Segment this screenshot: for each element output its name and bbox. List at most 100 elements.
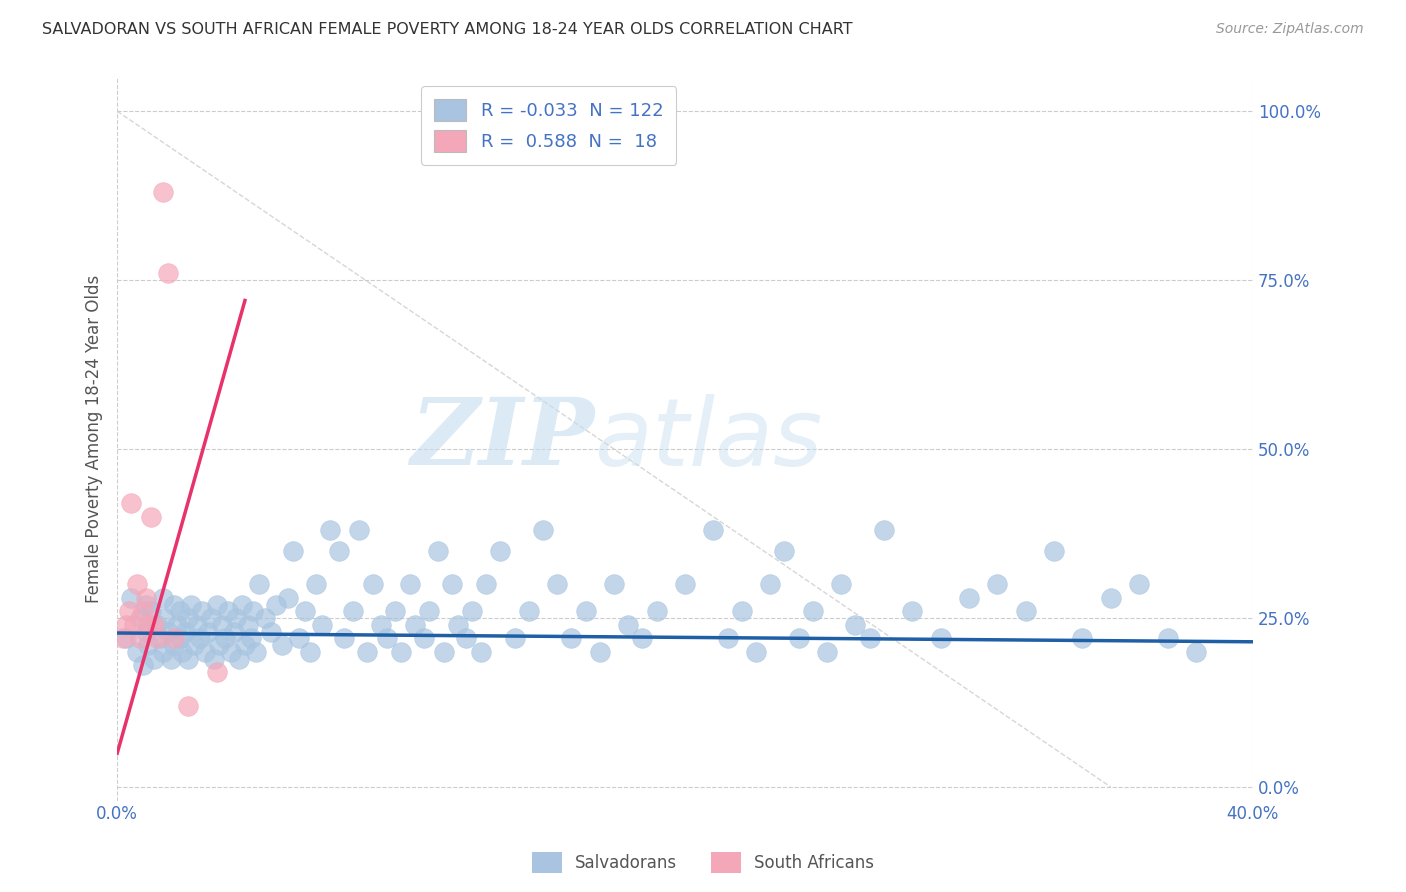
- Point: [114, 618, 136, 632]
- Point: [186, 618, 208, 632]
- Point: [531, 523, 554, 537]
- Point: [157, 267, 180, 281]
- Point: [773, 543, 796, 558]
- Point: [163, 598, 186, 612]
- Point: [141, 604, 163, 618]
- Point: [231, 598, 253, 612]
- Point: [194, 645, 217, 659]
- Point: [138, 618, 160, 632]
- Point: [389, 645, 412, 659]
- Point: [546, 577, 568, 591]
- Point: [716, 632, 738, 646]
- Point: [418, 604, 440, 618]
- Point: [160, 651, 183, 665]
- Point: [129, 632, 152, 646]
- Point: [157, 624, 180, 639]
- Point: [214, 632, 236, 646]
- Point: [152, 186, 174, 200]
- Text: atlas: atlas: [595, 393, 823, 484]
- Point: [503, 632, 526, 646]
- Point: [333, 632, 356, 646]
- Point: [219, 645, 242, 659]
- Point: [1128, 577, 1150, 591]
- Point: [404, 618, 426, 632]
- Point: [163, 632, 186, 646]
- Y-axis label: Female Poverty Among 18-24 Year Olds: Female Poverty Among 18-24 Year Olds: [86, 275, 103, 603]
- Point: [745, 645, 768, 659]
- Point: [120, 496, 142, 510]
- Point: [589, 645, 612, 659]
- Point: [135, 598, 157, 612]
- Point: [152, 645, 174, 659]
- Point: [475, 577, 498, 591]
- Point: [169, 632, 191, 646]
- Point: [129, 611, 152, 625]
- Point: [264, 598, 287, 612]
- Point: [169, 604, 191, 618]
- Point: [560, 632, 582, 646]
- Point: [125, 577, 148, 591]
- Point: [858, 632, 880, 646]
- Point: [347, 523, 370, 537]
- Point: [245, 645, 267, 659]
- Point: [242, 604, 264, 618]
- Point: [1015, 604, 1038, 618]
- Point: [631, 632, 654, 646]
- Point: [253, 611, 276, 625]
- Point: [111, 632, 134, 646]
- Point: [645, 604, 668, 618]
- Point: [152, 591, 174, 605]
- Legend: R = -0.033  N = 122, R =  0.588  N =  18: R = -0.033 N = 122, R = 0.588 N = 18: [422, 87, 676, 165]
- Point: [217, 604, 239, 618]
- Point: [801, 604, 824, 618]
- Point: [901, 604, 924, 618]
- Point: [356, 645, 378, 659]
- Point: [225, 611, 247, 625]
- Point: [177, 651, 200, 665]
- Point: [311, 618, 333, 632]
- Point: [299, 645, 322, 659]
- Point: [815, 645, 838, 659]
- Point: [1185, 645, 1208, 659]
- Point: [236, 618, 259, 632]
- Point: [135, 624, 157, 639]
- Point: [155, 611, 177, 625]
- Point: [288, 632, 311, 646]
- Point: [603, 577, 626, 591]
- Point: [172, 645, 194, 659]
- Point: [702, 523, 724, 537]
- Point: [228, 651, 250, 665]
- Point: [575, 604, 598, 618]
- Point: [489, 543, 512, 558]
- Point: [143, 618, 166, 632]
- Point: [441, 577, 464, 591]
- Point: [239, 632, 262, 646]
- Point: [759, 577, 782, 591]
- Point: [461, 604, 484, 618]
- Point: [200, 611, 222, 625]
- Point: [138, 638, 160, 652]
- Point: [957, 591, 980, 605]
- Point: [222, 624, 245, 639]
- Point: [277, 591, 299, 605]
- Point: [259, 624, 281, 639]
- Point: [197, 624, 219, 639]
- Point: [370, 618, 392, 632]
- Point: [1043, 543, 1066, 558]
- Point: [146, 618, 169, 632]
- Point: [247, 577, 270, 591]
- Point: [143, 651, 166, 665]
- Point: [141, 509, 163, 524]
- Point: [149, 632, 172, 646]
- Text: Source: ZipAtlas.com: Source: ZipAtlas.com: [1216, 22, 1364, 37]
- Point: [163, 638, 186, 652]
- Point: [191, 604, 214, 618]
- Point: [384, 604, 406, 618]
- Point: [177, 698, 200, 713]
- Point: [205, 598, 228, 612]
- Point: [731, 604, 754, 618]
- Point: [208, 638, 231, 652]
- Legend: Salvadorans, South Africans: Salvadorans, South Africans: [526, 846, 880, 880]
- Point: [830, 577, 852, 591]
- Point: [1099, 591, 1122, 605]
